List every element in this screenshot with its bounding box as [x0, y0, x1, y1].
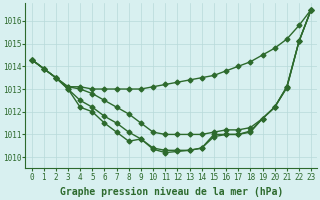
- X-axis label: Graphe pression niveau de la mer (hPa): Graphe pression niveau de la mer (hPa): [60, 187, 283, 197]
